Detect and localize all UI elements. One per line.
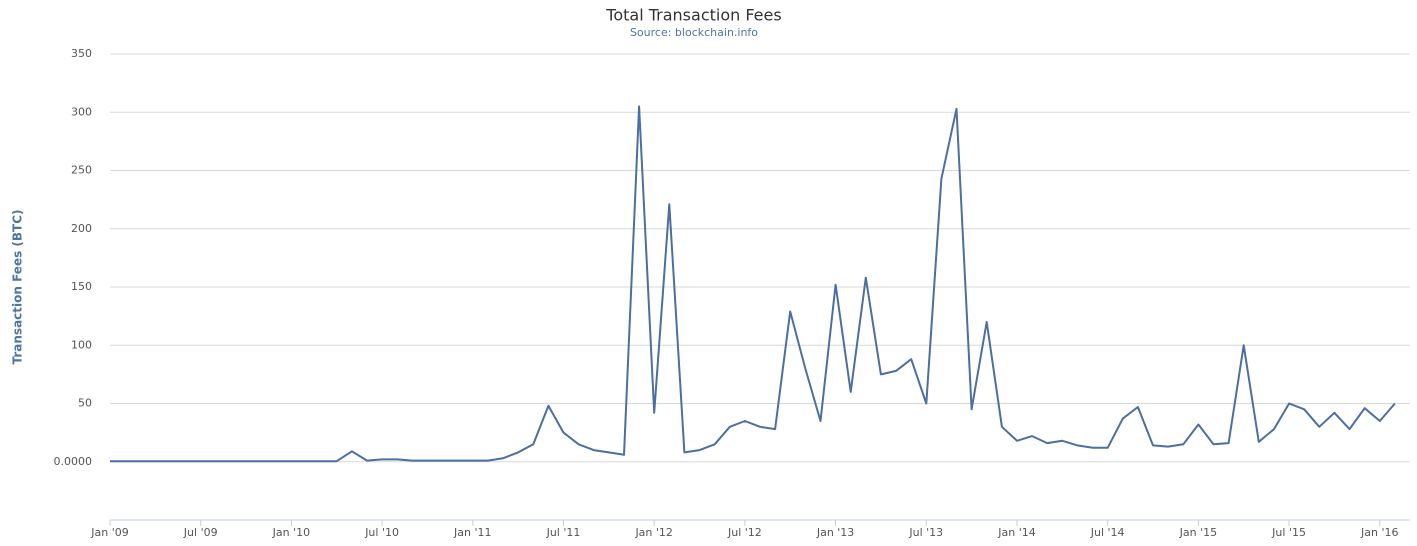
x-tick-label: Jan '13 xyxy=(816,526,854,539)
x-tick-label: Jan '09 xyxy=(90,526,128,539)
y-tick-label: 300 xyxy=(71,105,92,118)
x-tick-label: Jul '11 xyxy=(546,526,581,539)
x-tick-label: Jan '12 xyxy=(634,526,672,539)
y-tick-label: 250 xyxy=(71,164,92,177)
y-tick-label: 200 xyxy=(71,222,92,235)
y-tick-label: 0.0000 xyxy=(54,455,93,468)
chart-title: Total Transaction Fees xyxy=(605,6,781,25)
y-tick-label: 100 xyxy=(71,338,92,351)
line-series xyxy=(110,105,1396,463)
x-tick-label: Jan '10 xyxy=(272,526,310,539)
y-tick-label: 150 xyxy=(71,280,92,293)
chart-subtitle: Source: blockchain.info xyxy=(630,26,758,39)
x-tick-label: Jan '15 xyxy=(1179,526,1217,539)
x-tick-label: Jul '12 xyxy=(727,526,762,539)
y-tick-label: 350 xyxy=(71,47,92,60)
x-tick-label: Jan '11 xyxy=(453,526,491,539)
y-axis-label: Transaction Fees (BTC) xyxy=(11,209,25,364)
x-tick-label: Jul '10 xyxy=(364,526,399,539)
x-tick-label: Jul '14 xyxy=(1090,526,1125,539)
x-tick-label: Jan '14 xyxy=(997,526,1035,539)
x-tick-label: Jul '09 xyxy=(183,526,218,539)
x-tick-label: Jul '13 xyxy=(908,526,943,539)
x-tick-label: Jan '16 xyxy=(1360,526,1398,539)
x-tick-label: Jul '15 xyxy=(1271,526,1306,539)
y-tick-label: 50 xyxy=(78,397,92,410)
